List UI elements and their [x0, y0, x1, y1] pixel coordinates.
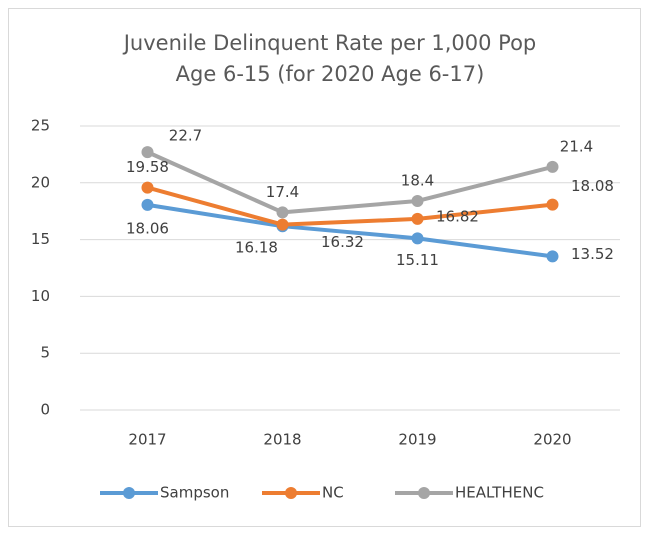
data-label: 17.4 — [266, 183, 299, 201]
data-label: 22.7 — [169, 127, 202, 145]
data-label: 16.18 — [235, 239, 278, 257]
legend-marker — [418, 487, 430, 499]
series-line — [146, 185, 553, 227]
point — [276, 206, 289, 219]
legend-label: NC — [322, 484, 344, 502]
series-line — [147, 202, 553, 259]
legend-marker — [123, 487, 135, 499]
data-label: 15.11 — [396, 251, 439, 269]
legend-label: HEALTHENC — [455, 484, 544, 502]
y-tick-label: 5 — [40, 344, 50, 362]
point — [411, 194, 424, 207]
data-label: 18.4 — [401, 171, 434, 189]
y-tick-label: 0 — [40, 401, 50, 419]
point — [411, 232, 424, 245]
chart-title: Age 6-15 (for 2020 Age 6-17) — [176, 62, 485, 86]
y-tick-label: 20 — [31, 173, 50, 191]
data-label: 13.52 — [571, 245, 614, 263]
legend-marker — [285, 487, 297, 499]
x-tick-label: 2020 — [533, 431, 571, 449]
point — [141, 146, 154, 159]
point — [276, 218, 289, 231]
data-label: 18.06 — [126, 219, 169, 237]
chart-title: Juvenile Delinquent Rate per 1,000 Pop — [122, 31, 537, 55]
point — [141, 181, 154, 194]
data-label: 18.08 — [571, 177, 614, 195]
chart-frame — [8, 8, 641, 527]
point — [546, 250, 559, 263]
point — [141, 198, 154, 211]
legend-label: Sampson — [160, 484, 229, 502]
y-tick-label: 15 — [31, 230, 50, 248]
y-tick-label: 10 — [31, 287, 50, 305]
point — [546, 198, 559, 211]
point — [546, 160, 559, 173]
data-label: 16.82 — [436, 207, 479, 225]
data-label: 19.58 — [126, 158, 169, 176]
data-label: 16.32 — [321, 233, 364, 251]
series-line — [146, 150, 553, 215]
y-tick-label: 25 — [31, 117, 50, 135]
data-label: 21.4 — [560, 137, 593, 155]
x-tick-label: 2019 — [398, 431, 436, 449]
x-tick-label: 2017 — [128, 431, 166, 449]
point — [411, 212, 424, 225]
x-tick-label: 2018 — [263, 431, 301, 449]
